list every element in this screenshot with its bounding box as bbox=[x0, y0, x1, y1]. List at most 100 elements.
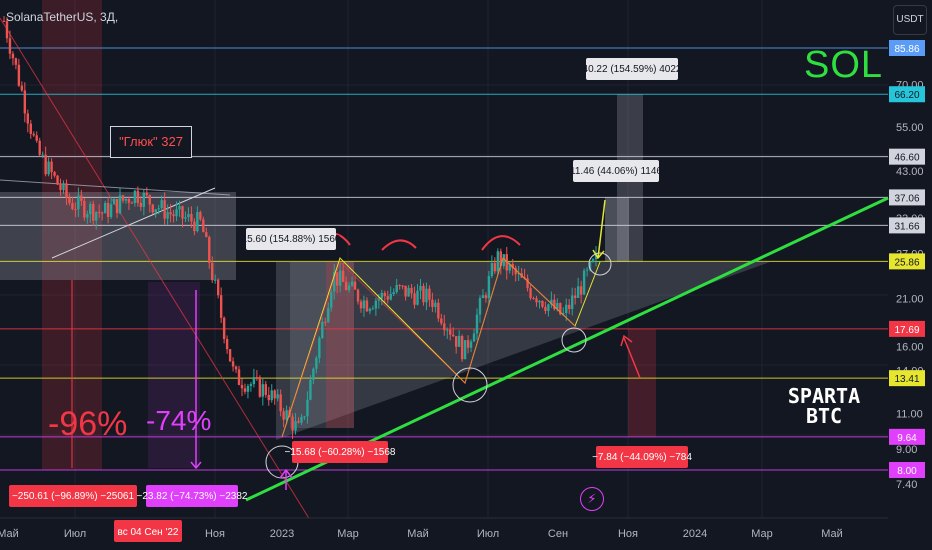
candle-body bbox=[350, 281, 354, 286]
price-level-value: 85.86 bbox=[894, 44, 919, 55]
candle-body bbox=[11, 53, 15, 59]
y-tick-label: 43.00 bbox=[896, 166, 924, 178]
x-tick-label: Июл bbox=[64, 528, 86, 540]
y-axis[interactable]: 85.8670.0055.0043.0033.0027.0021.0016.00… bbox=[889, 40, 925, 491]
y-tick-label: 55.00 bbox=[896, 122, 924, 134]
candle-body bbox=[62, 183, 65, 191]
measure-label-bg bbox=[292, 441, 388, 463]
candle-body bbox=[258, 377, 262, 397]
candle-body bbox=[136, 190, 140, 203]
arrows bbox=[71, 199, 641, 490]
x-tick-label: Ноя bbox=[618, 528, 638, 540]
candle-body bbox=[449, 329, 452, 335]
candle-body bbox=[234, 366, 238, 370]
candle-body bbox=[559, 303, 562, 315]
candle-body bbox=[454, 336, 458, 347]
candle-body bbox=[211, 262, 214, 281]
price-level-value: 31.66 bbox=[894, 221, 919, 232]
y-tick-label: 16.00 bbox=[896, 342, 924, 354]
candle-body bbox=[216, 279, 220, 296]
candle-body bbox=[309, 379, 312, 400]
candle-body bbox=[190, 214, 193, 222]
price-level-tag bbox=[889, 148, 925, 165]
candle-body bbox=[208, 237, 211, 263]
big-percent-mid: -74% bbox=[146, 405, 212, 436]
candlesticks bbox=[2, 15, 598, 439]
x-tick-label: Ноя bbox=[205, 528, 225, 540]
currency-button[interactable]: USDT bbox=[893, 5, 927, 35]
candle-body bbox=[446, 329, 449, 331]
candle-body bbox=[371, 308, 375, 310]
candle-body bbox=[484, 295, 488, 299]
candle-body bbox=[35, 135, 38, 141]
candle-body bbox=[270, 390, 273, 401]
candle-body bbox=[130, 202, 134, 204]
candle-body bbox=[115, 198, 119, 214]
price-level-value: 25.86 bbox=[894, 257, 919, 268]
candle-body bbox=[282, 411, 285, 420]
candle-body bbox=[38, 140, 41, 155]
flash-icon[interactable]: ⚡ bbox=[580, 487, 604, 511]
logo-line-2: BTC bbox=[805, 404, 843, 428]
candle-body bbox=[199, 212, 202, 220]
candle-body bbox=[398, 285, 401, 287]
candle-body bbox=[481, 295, 485, 299]
candle-body bbox=[17, 64, 21, 86]
candle-body bbox=[392, 292, 395, 294]
price-level-value: 37.06 bbox=[894, 193, 919, 204]
measure-label-text: 15.60 (154.88%) 1560 bbox=[242, 234, 341, 245]
candle-body bbox=[588, 261, 592, 270]
candle-body bbox=[452, 334, 455, 337]
candle-body bbox=[29, 123, 32, 134]
candle-body bbox=[544, 306, 547, 312]
candle-body bbox=[434, 302, 437, 307]
candle-body bbox=[532, 298, 535, 300]
candle-body bbox=[356, 289, 360, 302]
symbol-title[interactable]: SolanaTetherUS, 3Д, bbox=[6, 10, 119, 24]
candle-body bbox=[460, 336, 464, 360]
candle-body bbox=[103, 202, 107, 214]
candle-body bbox=[335, 272, 339, 286]
candle-body bbox=[556, 303, 559, 310]
triangle-zone bbox=[276, 262, 770, 440]
candle-body bbox=[8, 38, 12, 54]
candle-body bbox=[65, 183, 68, 198]
measure-label-bg bbox=[246, 228, 336, 250]
candle-body bbox=[475, 314, 479, 334]
candle-body bbox=[347, 285, 351, 291]
measure-label-text: −250.61 (−96.89%) −25061 bbox=[12, 491, 134, 502]
measure-label-bg bbox=[146, 485, 238, 507]
candle-body bbox=[267, 394, 270, 401]
candle-body bbox=[294, 421, 297, 431]
candle-body bbox=[202, 219, 205, 233]
candle-body bbox=[365, 300, 369, 312]
x-axis[interactable]: Май Июл Ноя 2023 Мар Май Июл Сен Ноя 2024 Мар Май вс… bbox=[0, 520, 843, 542]
candle-body bbox=[407, 287, 410, 297]
price-level-tag bbox=[889, 217, 925, 234]
candle-body bbox=[565, 304, 568, 314]
price-level-value: 8.00 bbox=[897, 466, 917, 477]
candle-body bbox=[166, 212, 169, 219]
candle-body bbox=[499, 251, 503, 266]
candle-body bbox=[380, 292, 384, 299]
candle-body bbox=[493, 263, 497, 272]
candle-body bbox=[41, 154, 44, 156]
candle-body bbox=[585, 269, 589, 271]
drop-box bbox=[628, 329, 656, 437]
candle-body bbox=[386, 296, 389, 300]
candle-body bbox=[255, 377, 259, 379]
candle-body bbox=[571, 295, 574, 309]
candle-body bbox=[508, 264, 511, 271]
candle-body bbox=[5, 21, 9, 39]
price-level-value: 9.64 bbox=[897, 433, 917, 444]
x-tick-label: Июл bbox=[477, 528, 499, 540]
price-level-value: 17.69 bbox=[894, 325, 919, 336]
candle-body bbox=[383, 292, 386, 297]
candle-body bbox=[83, 200, 86, 218]
candle-body bbox=[26, 113, 29, 124]
candle-body bbox=[151, 204, 154, 213]
measure-label-bg bbox=[9, 485, 137, 507]
candle-body bbox=[576, 286, 580, 298]
candle-body bbox=[273, 390, 276, 399]
